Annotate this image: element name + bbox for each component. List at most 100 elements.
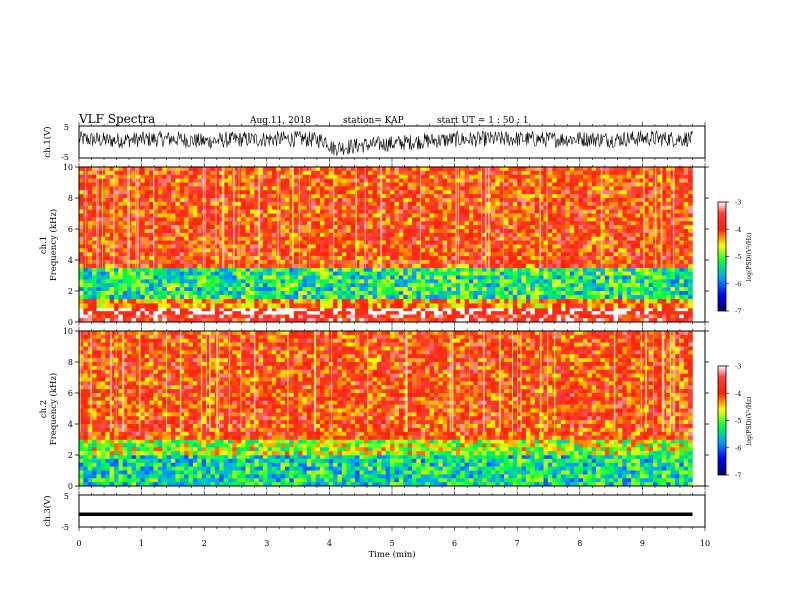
spectrogram-cell	[210, 182, 216, 187]
spectrogram-cell	[179, 252, 185, 257]
spectrogram-cell	[302, 198, 308, 203]
spectrogram-cell	[197, 182, 202, 187]
spectrogram-cell	[416, 201, 422, 207]
spectrogram-cell	[525, 225, 531, 230]
ch1-waveform-trace	[78, 129, 693, 156]
spectrogram-cell	[346, 229, 351, 234]
spectrogram-cell	[258, 287, 264, 292]
spectrogram-cell	[412, 205, 417, 210]
spectrogram-cell	[565, 209, 571, 214]
spectrogram-cell	[504, 186, 509, 191]
spectrogram-cell	[569, 283, 575, 288]
spectrogram-cell	[521, 201, 527, 207]
spectrogram-cell	[587, 314, 592, 319]
spectrogram-cell	[582, 182, 588, 187]
spectrogram-cell	[363, 221, 369, 226]
spectrogram-cell	[372, 178, 378, 183]
spectrogram-cell	[438, 248, 443, 253]
spectrogram-cell	[495, 271, 500, 276]
spectrogram-cell	[517, 275, 522, 280]
spectrogram-cell	[372, 198, 378, 203]
spectrogram-cell	[438, 225, 443, 230]
spectrogram-cell	[311, 248, 316, 253]
spectrogram-cell	[258, 267, 264, 272]
spectrogram-cell	[328, 294, 334, 300]
spectrogram-cell	[613, 275, 619, 280]
spectrogram-cell	[556, 291, 562, 296]
spectrogram-cell	[381, 182, 387, 187]
spectrogram-cell	[149, 167, 154, 172]
spectrogram-cell	[223, 271, 229, 276]
spectrogram-cell	[306, 311, 312, 315]
spectrogram-cell	[184, 314, 189, 319]
spectrogram-cell	[245, 308, 251, 312]
spectrogram-cell	[473, 271, 479, 276]
spectrogram-cell	[179, 229, 185, 234]
spectrogram-cell	[451, 182, 457, 187]
spectrogram-cell	[539, 275, 544, 280]
spectrogram-cell	[469, 275, 474, 280]
spectrogram-cell	[534, 252, 540, 257]
spectrogram-cell	[302, 248, 308, 253]
spectrogram-cell	[100, 318, 106, 323]
spectrogram-cell	[477, 190, 483, 195]
spectrogram-cell	[565, 232, 571, 238]
spectrogram-cell	[162, 178, 167, 183]
spectrogram-cell	[140, 248, 146, 253]
spectrogram-cell	[350, 182, 356, 187]
spectrogram-cell	[530, 267, 536, 272]
spectrogram-cell	[552, 240, 557, 245]
spectrogram-cell	[241, 236, 246, 241]
spectrogram-cell	[245, 260, 251, 265]
spectrogram-cell	[464, 221, 470, 226]
spectrogram-cell	[609, 275, 614, 280]
spectrogram-cell	[425, 186, 430, 191]
spectrogram-cell	[368, 294, 373, 300]
spectrogram-cell	[206, 263, 211, 269]
spectrogram-cell	[504, 170, 509, 176]
spectrogram-cell	[609, 311, 614, 315]
spectrogram-cell	[210, 275, 216, 280]
spectrogram-cell	[280, 260, 286, 265]
spectrogram-cell	[381, 311, 387, 315]
spectrogram-cell	[87, 178, 93, 183]
spectrogram-cell	[267, 291, 273, 296]
spectrogram-cell	[412, 287, 417, 292]
spectrogram-cell	[144, 174, 150, 179]
spectrogram-cell	[232, 205, 238, 210]
spectrogram-cell	[162, 271, 167, 276]
spectrogram-cell	[140, 267, 146, 272]
spectrogram-cell	[284, 213, 290, 218]
spectrogram-cell	[171, 314, 176, 319]
spectrogram-cell	[122, 194, 128, 199]
spectrogram-cell	[245, 252, 251, 257]
spectrogram-cell	[539, 248, 544, 253]
spectrogram-cell	[149, 201, 154, 207]
spectrogram-cell	[403, 252, 408, 257]
spectrogram-cell	[420, 198, 426, 203]
spectrogram-cell	[381, 248, 387, 253]
spectrogram-cell	[390, 225, 395, 230]
spectrogram-cell	[219, 318, 224, 323]
spectrogram-cell	[153, 248, 159, 253]
spectrogram-cell	[565, 217, 571, 222]
spectrogram-cell	[482, 263, 487, 269]
spectrogram-cell	[122, 182, 128, 187]
spectrogram-cell	[543, 318, 549, 323]
spectrogram-cell	[96, 229, 102, 234]
spectrogram-cell	[517, 213, 522, 218]
spectrogram-cell	[631, 291, 636, 296]
spectrogram-cell	[556, 279, 562, 284]
spectrogram-cell	[359, 170, 365, 176]
spectrogram-cell	[639, 294, 645, 300]
spectrogram-cell	[433, 229, 439, 234]
spectrogram-cell	[324, 256, 330, 261]
spectrogram-cell	[508, 287, 514, 292]
spectrogram-cell	[490, 213, 496, 218]
spectrogram-cell	[648, 298, 654, 304]
spectrogram-cell	[324, 244, 330, 249]
spectrogram-cell	[350, 275, 356, 280]
spectrogram-cell	[469, 260, 474, 265]
spectrogram-cell	[582, 260, 588, 265]
spectrogram-cell	[320, 174, 325, 179]
